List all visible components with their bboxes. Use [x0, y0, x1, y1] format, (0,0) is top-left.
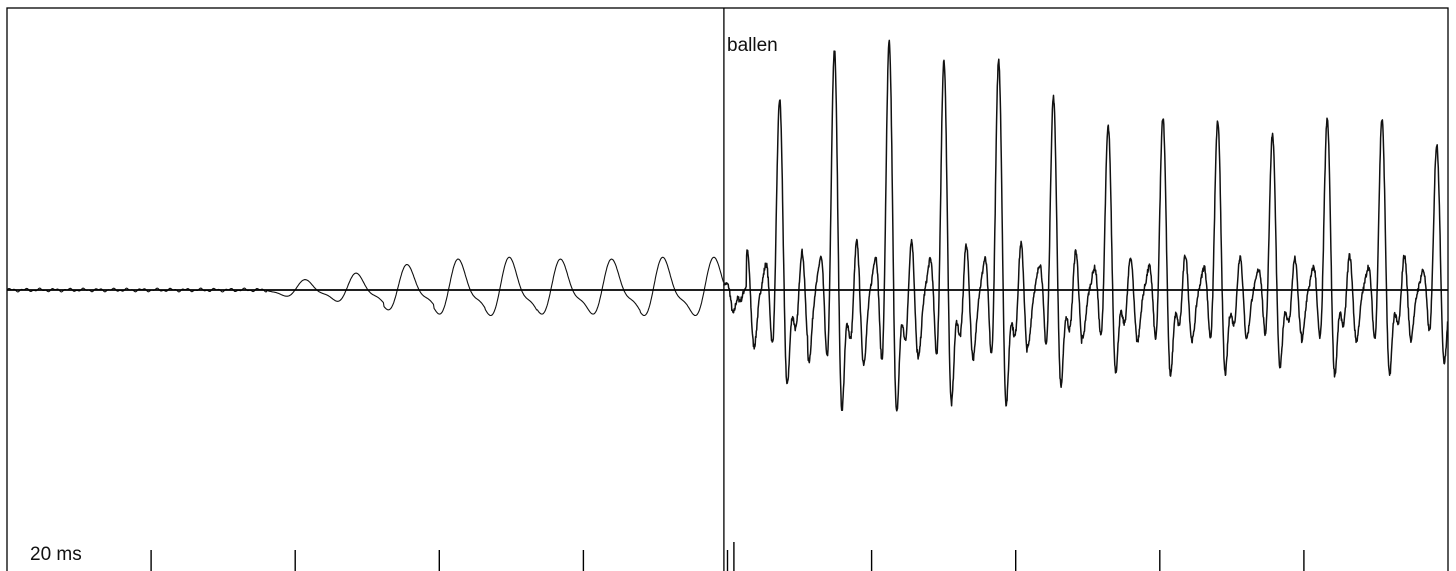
plot-frame: [6, 7, 1449, 571]
segment-label: ballen: [727, 35, 778, 56]
time-ticks: [150, 542, 1305, 571]
waveform-post-boundary: [723, 39, 1449, 412]
waveform-pre-boundary: [6, 256, 725, 317]
time-scale-label: 20 ms: [30, 544, 82, 565]
